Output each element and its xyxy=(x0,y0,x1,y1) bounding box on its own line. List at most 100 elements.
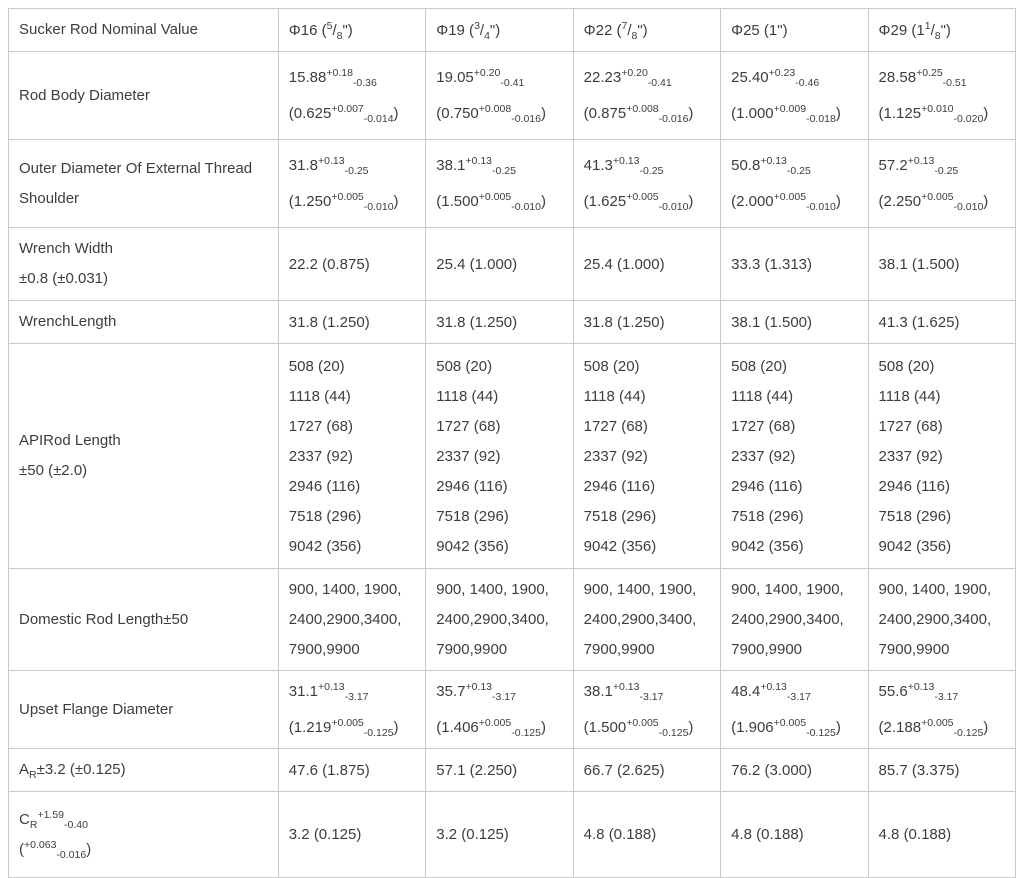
header-row: Sucker Rod Nominal Value Φ16 (5/8") Φ19 (3… xyxy=(8,8,1017,52)
spec-value: (1.906+0.005-0.125) xyxy=(731,717,841,739)
row-label: APIRod Length ±50 (±2.0) xyxy=(8,343,279,569)
spec-value: 2400,2900,3400, xyxy=(436,611,549,628)
spec-value: 508 (20) xyxy=(731,357,787,375)
spec-cell: 4.8 (0.188) xyxy=(867,791,1017,878)
spec-cell: 4.8 (0.188) xyxy=(720,791,869,878)
spec-cell: 900, 1400, 1900, 2400,2900,3400, 7900,9900 xyxy=(425,568,574,671)
spec-value: 7900,9900 xyxy=(288,641,360,658)
spec-value: 7518 (296) xyxy=(288,507,362,525)
spec-value: 50.8+0.13-0.25 xyxy=(731,155,811,177)
spec-cell: 35.7+0.13-3.17 (1.406+0.005-0.125) xyxy=(425,670,574,749)
spec-value: 28.58+0.25-0.51 xyxy=(878,67,967,89)
spec-value: 35.7+0.13-3.17 xyxy=(436,681,516,703)
table-row-cr-dimension: CR+1.59-0.40 (+0.063-0.016) 3.2 (0.125) 3.2… xyxy=(8,791,1017,878)
spec-value: 33.3 (1.313) xyxy=(731,255,812,273)
spec-value: 2337 (92) xyxy=(731,447,796,465)
spec-value: 25.4 (1.000) xyxy=(436,255,518,273)
spec-value: 2337 (92) xyxy=(288,447,354,465)
spec-value: 1727 (68) xyxy=(583,417,648,435)
column-header: Φ29 (11/8") xyxy=(867,8,1017,52)
page: Sucker Rod Nominal Value Φ16 (5/8") Φ19 (3… xyxy=(8,8,1017,878)
spec-value: 1727 (68) xyxy=(731,417,796,435)
spec-value: 2400,2900,3400, xyxy=(583,611,697,628)
sucker-rod-spec-table: Sucker Rod Nominal Value Φ16 (5/8") Φ19 (3… xyxy=(8,8,1017,878)
spec-cell: 3.2 (0.125) xyxy=(425,791,574,878)
spec-value: 41.3+0.13-0.25 xyxy=(583,155,664,177)
spec-value: (1.250+0.005-0.010) xyxy=(288,191,399,213)
spec-value: 1727 (68) xyxy=(436,417,501,435)
corner-header: Sucker Rod Nominal Value xyxy=(8,8,279,52)
row-label-line: AR±3.2 (±0.125) xyxy=(19,761,126,781)
spec-value: 9042 (356) xyxy=(878,537,952,555)
spec-value: 2337 (92) xyxy=(583,447,648,465)
spec-value: 2400,2900,3400, xyxy=(878,611,992,628)
spec-value: 2946 (116) xyxy=(288,477,361,495)
column-header: Φ25 (1") xyxy=(720,8,869,52)
row-label: Rod Body Diameter xyxy=(8,51,279,140)
spec-value: (2.000+0.005-0.010) xyxy=(731,191,841,213)
spec-value: 7900,9900 xyxy=(731,641,803,658)
spec-value: (1.625+0.005-0.010) xyxy=(583,191,694,213)
spec-value: 508 (20) xyxy=(436,357,493,375)
spec-cell: 48.4+0.13-3.17 (1.906+0.005-0.125) xyxy=(720,670,869,749)
spec-cell: 47.6 (1.875) xyxy=(277,748,427,792)
spec-cell: 38.1 (1.500) xyxy=(720,300,869,344)
spec-cell: 22.2 (0.875) xyxy=(277,227,427,301)
spec-cell: 85.7 (3.375) xyxy=(867,748,1017,792)
spec-value: 31.1+0.13-3.17 xyxy=(288,681,369,703)
spec-value: 7518 (296) xyxy=(436,507,509,525)
spec-value: 2400,2900,3400, xyxy=(288,611,402,628)
spec-cell: 900, 1400, 1900, 2400,2900,3400, 7900,9900 xyxy=(720,568,869,671)
spec-cell: 900, 1400, 1900, 2400,2900,3400, 7900,9900 xyxy=(572,568,722,671)
table-row-upset-flange-diameter: Upset Flange Diameter 31.1+0.13-3.17 (1.21… xyxy=(8,670,1017,749)
spec-value: 7900,9900 xyxy=(878,641,950,658)
spec-value: 9042 (356) xyxy=(731,537,804,555)
spec-value: 9042 (356) xyxy=(583,537,657,555)
spec-cell: 41.3+0.13-0.25 (1.625+0.005-0.010) xyxy=(572,139,722,228)
spec-value: 4.8 (0.188) xyxy=(583,826,657,843)
spec-value: 7518 (296) xyxy=(878,507,952,525)
spec-cell: 25.4 (1.000) xyxy=(425,227,574,301)
spec-cell: 50.8+0.13-0.25 (2.000+0.005-0.010) xyxy=(720,139,869,228)
row-label-line: CR+1.59-0.40 xyxy=(19,808,88,831)
spec-cell: 900, 1400, 1900, 2400,2900,3400, 7900,9900 xyxy=(277,568,427,671)
row-label-line: WrenchLength xyxy=(19,313,117,330)
spec-value: 3.2 (0.125) xyxy=(288,826,362,843)
spec-value: (1.500+0.005-0.010) xyxy=(436,191,546,213)
spec-value: 1118 (44) xyxy=(583,387,646,405)
row-label-line: Outer Diameter Of External Thread Should… xyxy=(19,159,253,207)
spec-value: 47.6 (1.875) xyxy=(288,761,370,779)
row-label-line: Domestic Rod Length±50 xyxy=(19,610,189,628)
spec-value: 66.7 (2.625) xyxy=(583,761,665,779)
table-row-ar-dimension: AR±3.2 (±0.125) 47.6 (1.875) 57.1 (2.250) 6… xyxy=(8,748,1017,792)
table-head: Sucker Rod Nominal Value Φ16 (5/8") Φ19 (3… xyxy=(8,8,1017,52)
spec-value: 19.05+0.20-0.41 xyxy=(436,67,525,89)
spec-cell: 15.88+0.18-0.36 (0.625+0.007-0.014) xyxy=(277,51,427,140)
spec-value: 3.2 (0.125) xyxy=(436,826,509,843)
spec-cell: 25.40+0.23-0.46 (1.000+0.009-0.018) xyxy=(720,51,869,140)
table-row-rod-body-diameter: Rod Body Diameter 15.88+0.18-0.36 (0.625+0… xyxy=(8,51,1017,140)
spec-value: (0.875+0.008-0.016) xyxy=(583,103,694,125)
spec-value: 31.8 (1.250) xyxy=(288,313,370,331)
table-row-api-rod-length: APIRod Length ±50 (±2.0) 508 (20) 1118 (44)… xyxy=(8,343,1017,569)
spec-value: 2337 (92) xyxy=(436,447,501,465)
row-label: WrenchLength xyxy=(8,300,279,344)
row-label-line: Wrench Width xyxy=(19,240,113,257)
spec-cell: 31.8+0.13-0.25 (1.250+0.005-0.010) xyxy=(277,139,427,228)
spec-value: (2.250+0.005-0.010) xyxy=(878,191,989,213)
spec-cell: 3.2 (0.125) xyxy=(277,791,427,878)
spec-cell: 508 (20) 1118 (44) 1727 (68) 2337 (92) 2946 … xyxy=(720,343,869,569)
table-row-wrench-width: Wrench Width ±0.8 (±0.031) 22.2 (0.875) 25.… xyxy=(8,227,1017,301)
spec-cell: 57.1 (2.250) xyxy=(425,748,574,792)
spec-value: 1727 (68) xyxy=(288,417,354,435)
spec-cell: 28.58+0.25-0.51 (1.125+0.010-0.020) xyxy=(867,51,1017,140)
spec-value: 25.40+0.23-0.46 xyxy=(731,67,820,89)
table-row-domestic-rod-length: Domestic Rod Length±50 900, 1400, 1900, 24… xyxy=(8,568,1017,671)
row-label: Domestic Rod Length±50 xyxy=(8,568,279,671)
spec-value: 7518 (296) xyxy=(731,507,804,525)
spec-value: 900, 1400, 1900, xyxy=(731,581,844,598)
spec-value: 57.2+0.13-0.25 xyxy=(878,155,959,177)
row-label: CR+1.59-0.40 (+0.063-0.016) xyxy=(8,791,279,878)
spec-value: (1.406+0.005-0.125) xyxy=(436,717,546,739)
spec-value: 38.1 (1.500) xyxy=(731,313,812,331)
